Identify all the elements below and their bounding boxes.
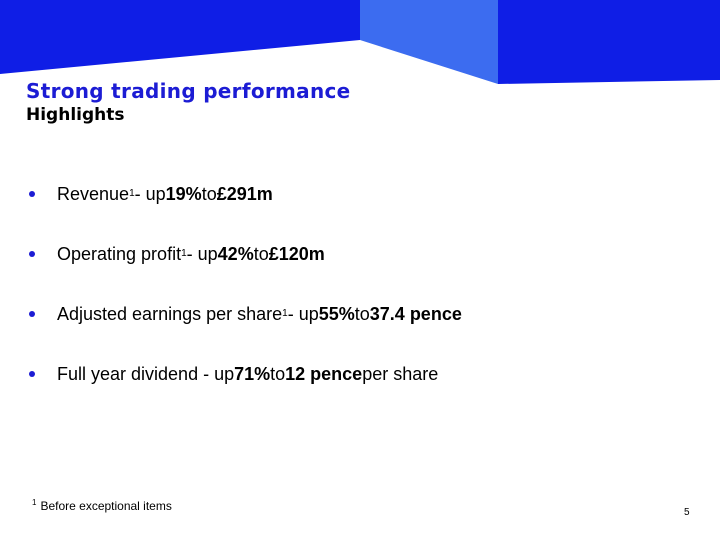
bullet-value: £120m <box>268 243 325 264</box>
bullet-to: to <box>253 243 269 264</box>
bullet-to: to <box>354 303 370 324</box>
footnote: 1 Before exceptional items <box>32 498 172 514</box>
bullet-dot-icon <box>29 251 35 257</box>
banner-middle-shape <box>360 0 498 84</box>
bullet-tail: per share <box>362 363 439 384</box>
bullet-percent: 55% <box>318 303 355 324</box>
bullet-dot-icon <box>29 371 35 377</box>
bullet-value: £291m <box>216 183 273 204</box>
bullet-to: to <box>201 183 217 204</box>
bullet-operating-profit: Operating profit 1 - up 42% to £120m <box>26 240 325 268</box>
footnote-marker: 1 <box>32 498 37 507</box>
bullet-dividend: Full year dividend - up 71% to 12 pence … <box>26 360 438 388</box>
bullet-adjusted-eps: Adjusted earnings per share 1 - up 55% to… <box>26 300 462 328</box>
bullet-label: Full year dividend - up <box>57 363 235 384</box>
bullet-label: Operating profit <box>57 243 182 264</box>
bullet-value: 12 pence <box>285 363 363 384</box>
bullet-mid: - up <box>134 183 166 204</box>
bullet-dot-icon <box>29 191 35 197</box>
bullet-percent: 42% <box>217 243 254 264</box>
bullet-label: Adjusted earnings per share <box>57 303 283 324</box>
banner-left-shape <box>0 0 360 74</box>
bullet-percent: 71% <box>234 363 271 384</box>
header-banner <box>0 0 720 84</box>
slide-subtitle: Highlights <box>26 105 125 125</box>
bullet-dot-icon <box>29 311 35 317</box>
page-number: 5 <box>684 507 690 518</box>
bullet-revenue: Revenue 1 - up 19% to £291m <box>26 180 273 208</box>
title-block: Strong trading performance Highlights <box>26 78 351 126</box>
slide-title: Strong trading performance <box>26 79 351 103</box>
bullet-percent: 19% <box>165 183 202 204</box>
bullet-to: to <box>270 363 286 384</box>
footnote-text: Before exceptional items <box>40 499 172 513</box>
banner-right-shape <box>498 0 720 84</box>
bullet-value: 37.4 pence <box>369 303 462 324</box>
bullet-mid: - up <box>287 303 319 324</box>
bullet-mid: - up <box>186 243 218 264</box>
bullet-label: Revenue <box>57 183 130 204</box>
